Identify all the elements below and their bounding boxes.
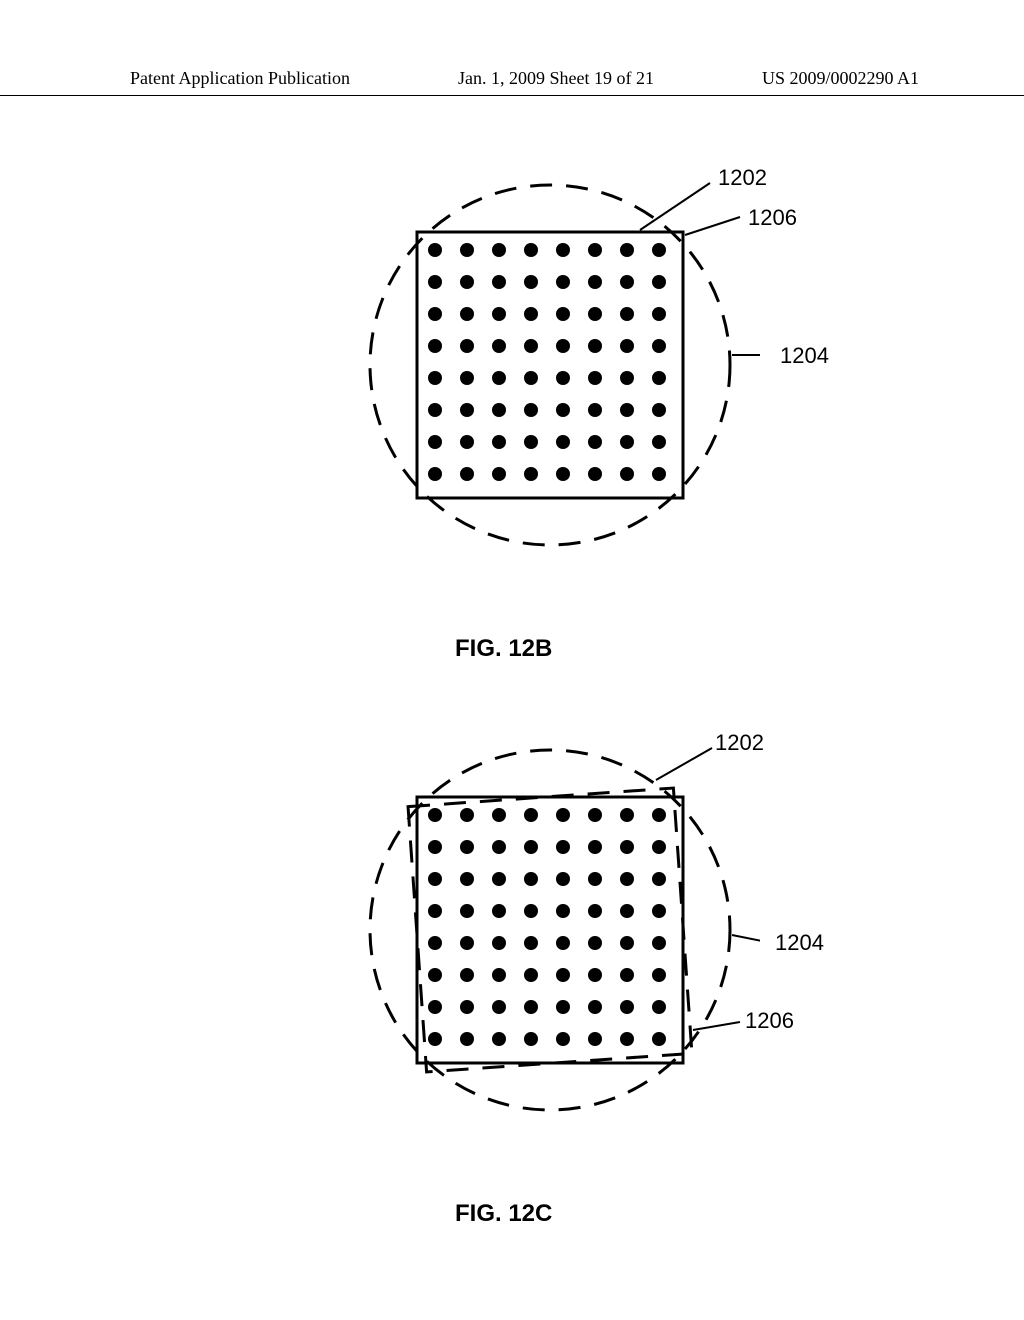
header-center: Jan. 1, 2009 Sheet 19 of 21 [458, 68, 654, 89]
ref-1206-c: 1206 [745, 1008, 794, 1034]
figure-12c: 1202 1204 1206 FIG. 12C [170, 720, 870, 1240]
figure-12b-svg [340, 155, 760, 575]
page-header: Patent Application Publication Jan. 1, 2… [0, 68, 1024, 96]
ref-1204-b: 1204 [780, 343, 829, 369]
figure-12b: 1202 1206 1204 FIG. 12B [170, 155, 870, 675]
header-right: US 2009/0002290 A1 [762, 68, 919, 89]
header-left: Patent Application Publication [130, 68, 350, 89]
figure-12c-svg [340, 720, 760, 1140]
figure-12c-caption: FIG. 12C [455, 1200, 552, 1228]
ref-1204-c: 1204 [775, 930, 824, 956]
figure-12b-caption: FIG. 12B [455, 635, 552, 663]
ref-1202-c: 1202 [715, 730, 764, 756]
ref-1206-b: 1206 [748, 205, 797, 231]
ref-1202-b: 1202 [718, 165, 767, 191]
